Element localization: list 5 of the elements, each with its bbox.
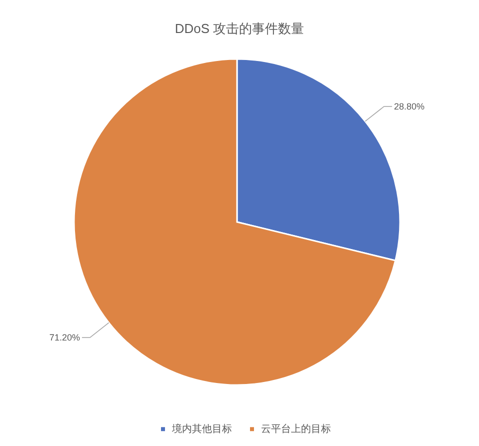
legend-label: 云平台上的目标	[261, 423, 331, 436]
chart-title: DDoS 攻击的事件数量	[174, 21, 304, 36]
data-label: 28.80%	[394, 101, 425, 112]
data-label: 71.20%	[49, 332, 80, 343]
legend-label: 境内其他目标	[171, 423, 232, 436]
